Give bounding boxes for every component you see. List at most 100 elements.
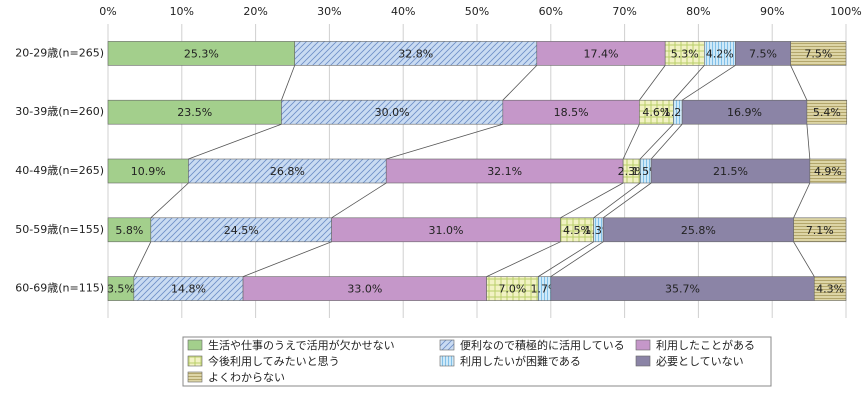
legend-label: 利用したいが困難である xyxy=(460,354,581,368)
legend-swatch xyxy=(187,355,203,367)
value-label: 7.0% xyxy=(498,283,526,296)
legend-box xyxy=(182,336,772,387)
value-label: 32.1% xyxy=(487,165,522,178)
connector-line xyxy=(793,241,815,277)
bar-segment xyxy=(107,217,152,243)
value-label: 7.5% xyxy=(804,47,832,60)
legend-label: 利用したことがある xyxy=(656,338,755,352)
value-label: 16.9% xyxy=(727,106,762,119)
value-label: 14.8% xyxy=(171,283,206,296)
category-label: 20-29歳(n=265) xyxy=(15,46,104,59)
bar-segment xyxy=(536,41,666,66)
connector-line xyxy=(242,241,332,277)
category-label: 60-69歳(n=115) xyxy=(15,282,104,295)
connector-line xyxy=(560,182,624,219)
value-label: 5.8% xyxy=(115,224,143,237)
connector-line xyxy=(386,123,503,160)
legend-label: 今後利用してみたいと思う xyxy=(208,354,340,368)
connector-line xyxy=(673,65,705,101)
legend-swatch xyxy=(439,355,455,367)
bar-segment xyxy=(790,41,847,66)
value-label: 7.5% xyxy=(749,47,777,60)
legend-label: 必要としていない xyxy=(656,355,744,368)
bar-segment xyxy=(560,217,594,243)
value-label: 26.8% xyxy=(270,165,305,178)
legend-swatch xyxy=(635,339,651,351)
bar-segment xyxy=(681,99,808,125)
bar-segment xyxy=(294,41,538,66)
connector-line xyxy=(331,182,387,219)
legend-label: 生活や仕事のうえで活用が欠かせない xyxy=(208,338,395,352)
value-label: 4.2% xyxy=(706,47,734,60)
x-tick-label: 80% xyxy=(686,5,710,18)
connector-line xyxy=(622,124,640,160)
bar-segment xyxy=(107,158,189,184)
x-tick-label: 20% xyxy=(243,5,267,18)
bar-segment xyxy=(650,158,811,184)
bar-segment xyxy=(331,217,561,243)
value-label: 2.3% xyxy=(618,165,646,178)
value-label: 5.3% xyxy=(671,47,699,60)
value-label: 33.0% xyxy=(347,283,382,296)
value-label: 5.4% xyxy=(813,106,841,119)
value-label: 25.3% xyxy=(184,47,219,60)
value-label: 4.9% xyxy=(814,165,842,178)
x-tick-label: 60% xyxy=(539,5,563,18)
bar-segment xyxy=(806,99,848,125)
value-label: 25.8% xyxy=(681,224,716,237)
bar-segment xyxy=(486,276,539,301)
x-tick-label: 50% xyxy=(465,5,489,18)
bar-segment xyxy=(639,99,674,125)
connector-line xyxy=(502,65,538,101)
legend-swatch xyxy=(439,339,455,351)
connector-line xyxy=(281,65,296,101)
category-label: 40-49歳(n=265) xyxy=(15,164,104,177)
connector-line xyxy=(639,65,666,101)
value-label: 18.5% xyxy=(554,106,589,119)
value-label: 35.7% xyxy=(665,283,700,296)
category-label: 30-39歳(n=260) xyxy=(15,105,104,118)
x-tick-label: 90% xyxy=(760,5,784,18)
bar-segment xyxy=(734,41,791,66)
x-tick-label: 10% xyxy=(170,5,194,18)
x-tick-label: 30% xyxy=(317,5,341,18)
value-label: 10.9% xyxy=(131,165,166,178)
connector-line xyxy=(486,241,561,277)
bar-segment xyxy=(809,158,847,184)
bar-segment xyxy=(664,41,705,66)
bar-segment xyxy=(704,41,736,66)
connector-line xyxy=(681,65,736,101)
connector-line xyxy=(133,241,152,277)
x-tick-label: 40% xyxy=(391,5,415,18)
bar-segment xyxy=(793,217,847,243)
bar-segment xyxy=(150,217,332,243)
x-tick-label: 70% xyxy=(612,5,636,18)
legend-swatch xyxy=(635,355,651,367)
bar-segment xyxy=(550,276,815,301)
value-label: 17.4% xyxy=(584,47,619,60)
connector-line xyxy=(790,65,808,101)
connector-line xyxy=(793,182,811,218)
bar-segment xyxy=(813,276,847,301)
connector-line xyxy=(593,182,641,219)
bar-segment xyxy=(602,217,794,243)
x-tick-label: 0% xyxy=(99,5,116,18)
value-label: 30.0% xyxy=(375,106,410,119)
value-label: 32.8% xyxy=(398,47,433,60)
connector-line xyxy=(550,241,604,277)
connector-line xyxy=(602,182,652,219)
value-label: 3.5% xyxy=(107,283,135,296)
legend-swatch xyxy=(187,371,203,383)
legend-swatch xyxy=(187,339,203,351)
bar-segment xyxy=(133,276,244,301)
bar-segment xyxy=(107,41,296,66)
connector-line xyxy=(650,123,683,160)
connector-line xyxy=(150,182,189,219)
category-label: 50-59歳(n=155) xyxy=(15,223,104,236)
value-label: 4.5% xyxy=(563,224,591,237)
connector-line xyxy=(806,124,811,160)
bar-segment xyxy=(188,158,387,184)
bar-segment xyxy=(385,158,624,184)
value-label: 7.1% xyxy=(806,224,834,237)
